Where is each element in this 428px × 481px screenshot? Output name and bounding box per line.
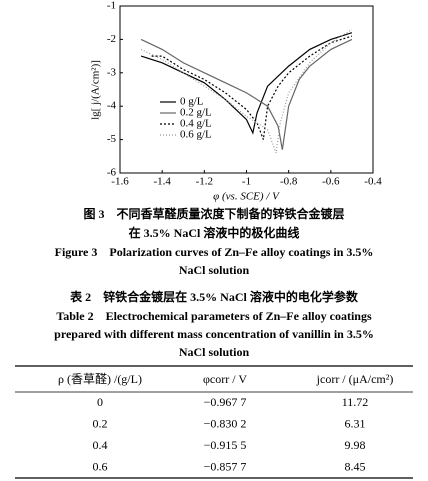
y-tick-label: -3 [107,66,117,78]
series-line [140,32,353,135]
x-tick-label: -1.4 [153,176,171,188]
y-tick-label: -5 [107,133,117,145]
y-tick-label: -1 [107,0,116,12]
legend-label: 0 g/L [180,96,204,108]
y-tick-label: -2 [107,33,116,45]
table-cell: 11.72 [342,395,369,409]
x-tick-label: -1.2 [196,176,213,188]
plot-frame [119,5,374,174]
caption: NaCl solution [179,263,250,277]
table-cell: 0.2 [93,416,108,430]
table-caption: NaCl solution [179,345,250,359]
legend-label: 0.2 g/L [180,107,212,119]
table-cell: 0.4 [93,438,108,452]
series-line [140,38,353,150]
table-cell: −0.967 7 [204,395,247,409]
x-tick-label: -0.8 [280,176,298,188]
table-caption: 表 2 锌铁合金镀层在 3.5% NaCl 溶液中的电化学参数 [69,289,359,304]
caption: 在 3.5% NaCl 溶液中的极化曲线 [129,225,300,240]
y-tick-label: -6 [107,167,117,179]
table-cell: −0.915 5 [204,438,247,452]
table-cell: 0 [97,395,103,409]
caption: Figure 3 Polarization curves of Zn–Fe al… [55,245,374,259]
table-cell: 6.31 [345,416,366,430]
table-caption: Table 2 Electrochemical parameters of Zn… [56,309,372,323]
x-tick-label: -0.4 [364,176,382,188]
table-cell: −0.830 2 [204,416,247,430]
table-cell: −0.857 7 [204,459,247,473]
series-line [151,35,353,140]
table-header: jcorr / (μA/cm²) [316,372,394,386]
table-header: ρ (香草醛) /(g/L) [58,371,142,386]
y-axis-label: lg[ j/(A/cm²)] [90,60,102,120]
y-tick-label: -4 [107,100,117,112]
x-tick-label: -0.6 [322,176,340,188]
table-header: φcorr / V [203,372,247,386]
table-cell: 8.45 [345,459,366,473]
x-tick-label: -1.6 [111,176,129,188]
x-axis-label: φ (vs. SCE) / V [213,191,280,203]
legend-label: 0.6 g/L [180,129,212,141]
table-cell: 0.6 [93,459,108,473]
caption: 图 3 不同香草醛质量浓度下制备的锌铁合金镀层 [83,206,344,221]
x-tick-label: -1 [242,176,251,188]
series-line [140,28,353,154]
table-caption: prepared with different mass concentrati… [54,327,374,341]
table-cell: 9.98 [345,438,366,452]
legend-label: 0.4 g/L [180,118,212,130]
